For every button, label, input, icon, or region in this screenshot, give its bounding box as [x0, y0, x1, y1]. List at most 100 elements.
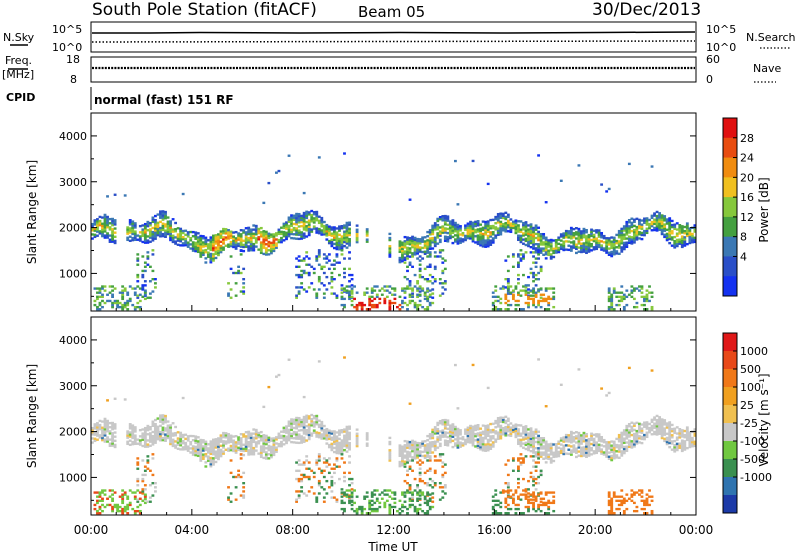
power-cell	[620, 240, 624, 243]
power-cell	[640, 237, 644, 241]
power-cell	[101, 222, 104, 225]
velocity-cell	[484, 447, 488, 450]
velocity-cell	[562, 450, 566, 454]
velocity-cell	[300, 441, 304, 444]
velocity-cell	[436, 427, 440, 431]
velocity-cell	[522, 436, 525, 439]
velocity-cell	[350, 488, 354, 491]
power-cell	[660, 220, 664, 223]
velocity-cell	[519, 457, 523, 460]
power-cell	[300, 220, 304, 224]
power-cell	[146, 224, 150, 228]
velocity-cell	[592, 433, 596, 436]
velocity-cell	[171, 444, 175, 448]
power-cell	[267, 181, 271, 185]
power-cell	[577, 227, 581, 231]
power-cell	[532, 228, 535, 232]
velocity-cell	[431, 505, 435, 509]
velocity-cell	[305, 475, 309, 479]
power-cell	[287, 154, 291, 157]
power-cell	[307, 225, 311, 228]
velocity-cell	[161, 420, 165, 423]
velocity-cell	[98, 434, 102, 437]
velocity-cell	[418, 507, 422, 511]
power-cell	[421, 238, 425, 241]
velocity-cell	[242, 486, 246, 489]
power-cell	[494, 226, 498, 229]
velocity-cell	[522, 459, 525, 462]
velocity-cell	[259, 449, 263, 452]
velocity-cell	[388, 512, 392, 515]
power-cell	[317, 229, 321, 233]
velocity-cell	[335, 500, 339, 503]
power-cell	[479, 237, 483, 241]
power-cell	[673, 223, 677, 226]
power-cell	[212, 246, 215, 250]
velocity-cell	[305, 414, 309, 417]
power-cell	[227, 231, 230, 234]
velocity-cell	[534, 499, 538, 503]
power-cell	[428, 233, 432, 236]
power-cell	[103, 285, 107, 288]
power-cell	[456, 203, 460, 206]
power-cell	[199, 241, 203, 244]
power-cell	[239, 235, 243, 238]
velocity-cell	[242, 443, 246, 446]
power-cell	[499, 220, 503, 224]
velocity-cell	[524, 431, 528, 434]
power-cell	[335, 233, 339, 236]
velocity-cell	[620, 452, 624, 455]
power-cell	[113, 223, 117, 226]
power-cell	[338, 229, 341, 232]
power-cell	[169, 228, 172, 231]
power-cell	[572, 234, 576, 237]
velocity-cell	[343, 436, 346, 439]
power-cell	[401, 260, 404, 263]
velocity-cell	[212, 461, 215, 464]
power-cell	[322, 292, 326, 295]
power-cell	[620, 229, 624, 233]
velocity-cell	[229, 438, 233, 442]
velocity-cell	[406, 452, 409, 456]
power-cell	[504, 221, 508, 225]
power-cell	[131, 236, 135, 240]
velocity-cell	[264, 440, 268, 444]
power-cell	[622, 233, 626, 236]
nsky-label: N.Sky	[3, 31, 35, 44]
velocity-cell	[416, 499, 420, 503]
velocity-cell	[194, 453, 198, 457]
velocity-cell	[491, 435, 495, 438]
power-cell	[136, 285, 140, 288]
power-cell	[247, 249, 251, 252]
power-cell	[343, 271, 346, 275]
velocity-cell	[121, 489, 125, 492]
power-cell	[154, 286, 157, 289]
velocity-cell	[292, 426, 296, 430]
velocity-cell	[219, 450, 223, 454]
velocity-cell	[529, 429, 533, 432]
velocity-cell	[156, 435, 160, 439]
power-cell	[154, 223, 157, 226]
power-cell	[605, 241, 609, 244]
power-cell	[406, 308, 409, 311]
velocity-cell	[269, 447, 273, 451]
power-cell	[312, 213, 316, 216]
power-cell	[527, 240, 530, 244]
power-cell	[272, 247, 276, 251]
velocity-cell	[282, 426, 286, 430]
velocity-cell	[307, 423, 311, 426]
power-cell	[539, 237, 543, 240]
velocity-cell	[272, 437, 276, 440]
power-cell	[275, 234, 278, 237]
power-cell	[106, 232, 109, 235]
power-cell	[272, 235, 276, 238]
power-cell	[254, 226, 258, 230]
power-cell	[133, 293, 137, 296]
power-cell	[491, 308, 495, 311]
power-cell	[580, 238, 583, 241]
power-cell	[214, 248, 218, 251]
power-cell	[590, 234, 593, 238]
power-cell	[315, 229, 319, 232]
power-cell	[333, 228, 336, 231]
power-cell	[302, 236, 306, 239]
